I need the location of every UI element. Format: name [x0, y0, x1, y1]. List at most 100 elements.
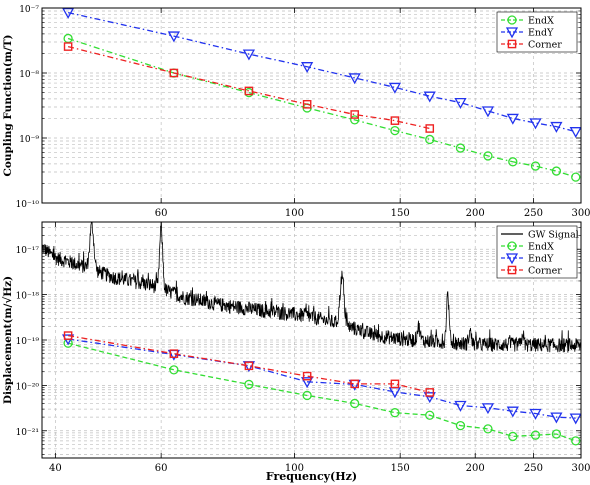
legend-label: GW Signal: [528, 230, 579, 241]
data-point: [62, 8, 75, 19]
legend-item-corner: Corner: [501, 40, 562, 51]
series-endy: [62, 8, 581, 139]
data-point: [244, 86, 254, 96]
plot-content: [62, 8, 581, 182]
legend-marker: [505, 253, 519, 265]
data-point: [350, 398, 360, 409]
series-line: [67, 11, 576, 133]
data-point: [455, 143, 466, 153]
legend-label: EndX: [528, 16, 554, 27]
data-point: [571, 172, 581, 182]
y-tick-label: 10⁻²⁰: [16, 382, 40, 392]
series-line: [68, 338, 576, 419]
x-tick-label: 60: [155, 208, 168, 219]
x-axis: 60 100 150 200 250 300: [155, 8, 590, 219]
x-tick-label: 250: [524, 208, 543, 219]
data-point: [550, 412, 563, 424]
legend-label: EndY: [528, 28, 554, 39]
data-point: [390, 125, 400, 136]
legend-marker: [507, 15, 517, 25]
data-point: [302, 390, 312, 401]
series-endx: [63, 338, 581, 446]
data-point: [425, 410, 435, 420]
legend-marker: [507, 39, 517, 49]
y-tick-label: 10⁻⁸: [19, 70, 39, 80]
legend-item-endx: EndX: [501, 15, 554, 27]
data-point: [388, 82, 402, 94]
y-tick-label: 10⁻¹⁰: [16, 200, 40, 210]
data-point: [390, 116, 400, 125]
data-point: [425, 134, 435, 145]
x-tick-label: 200: [466, 208, 485, 219]
legend-label: EndX: [528, 242, 554, 253]
plot-content: [42, 222, 581, 446]
x-tick-label: 250: [524, 463, 543, 474]
legend-label: EndY: [528, 254, 554, 265]
series-corner: [63, 42, 435, 133]
x-tick-label: 150: [391, 208, 410, 219]
x-tick-label: 200: [466, 463, 485, 474]
data-point: [348, 73, 361, 85]
data-point: [302, 371, 312, 381]
data-point: [454, 97, 467, 109]
data-point: [529, 118, 542, 130]
chart-panel-1: 10⁻¹⁰ 10⁻⁹ 10⁻⁸ 10⁻⁷ 60 100 150 200 250 300 Coupli…: [2, 5, 590, 219]
data-point: [390, 379, 400, 389]
data-point: [551, 429, 562, 439]
data-point: [301, 62, 314, 74]
data-point: [423, 91, 436, 103]
data-point: [350, 115, 360, 125]
data-point: [167, 31, 180, 43]
legend-item-endx: EndX: [501, 241, 554, 253]
data-point: [244, 361, 254, 371]
plot-frame: [41, 221, 582, 459]
series-line: [67, 342, 576, 442]
y-axis: 10⁻¹⁰ 10⁻⁹ 10⁻⁸ 10⁻⁷: [16, 5, 581, 210]
data-point: [169, 365, 179, 375]
data-point: [529, 408, 542, 420]
data-point: [551, 166, 562, 176]
y-tick-label: 10⁻¹⁷: [16, 246, 40, 256]
data-point: [63, 331, 73, 340]
data-point: [530, 161, 541, 171]
legend-item-gw-signal: GW Signal: [501, 230, 579, 241]
series-line: [67, 45, 430, 130]
data-point: [506, 113, 519, 125]
legend-label: Corner: [528, 266, 562, 277]
x-tick-label: 150: [391, 463, 410, 474]
data-point: [63, 42, 73, 51]
y-axis-label: Displacement(m/√Hz): [2, 276, 14, 404]
y-axis-label: Coupling Function(m/T): [2, 34, 14, 176]
y-tick-label: 10⁻⁹: [19, 135, 39, 145]
legend-label: Corner: [528, 40, 562, 51]
x-tick-label: 300: [571, 208, 590, 219]
data-point: [508, 431, 518, 442]
chart-panel-2: 10⁻²¹ 10⁻²⁰ 10⁻¹⁹ 10⁻¹⁸ 10⁻¹⁷ 40 60 100 150 200 25…: [2, 221, 590, 483]
y-tick-label: 10⁻¹⁹: [16, 337, 40, 347]
x-tick-label: 100: [285, 463, 304, 474]
legend-box: [496, 225, 578, 279]
gw-signal-line: [42, 222, 581, 353]
data-point: [483, 424, 493, 434]
y-tick-label: 10⁻¹⁸: [16, 292, 40, 302]
data-point: [506, 406, 519, 418]
data-point: [550, 121, 563, 133]
y-axis: 10⁻²¹ 10⁻²⁰ 10⁻¹⁹ 10⁻¹⁸ 10⁻¹⁷: [16, 227, 581, 455]
legend-marker: [507, 265, 517, 275]
legend-marker: [507, 241, 517, 251]
x-tick-label: 100: [285, 208, 304, 219]
x-tick-label: 300: [571, 463, 590, 474]
data-point: [425, 124, 435, 133]
x-tick-label: 60: [155, 463, 168, 474]
data-point: [390, 408, 400, 418]
x-tick-label: 40: [49, 463, 62, 474]
y-tick-label: 10⁻²¹: [16, 428, 39, 438]
data-point: [423, 392, 436, 404]
data-point: [350, 110, 359, 119]
data-point: [481, 106, 495, 118]
y-tick-label: 10⁻⁷: [19, 5, 39, 15]
data-point: [569, 413, 581, 425]
legend-item-endy: EndY: [501, 27, 554, 39]
data-point: [483, 151, 493, 161]
